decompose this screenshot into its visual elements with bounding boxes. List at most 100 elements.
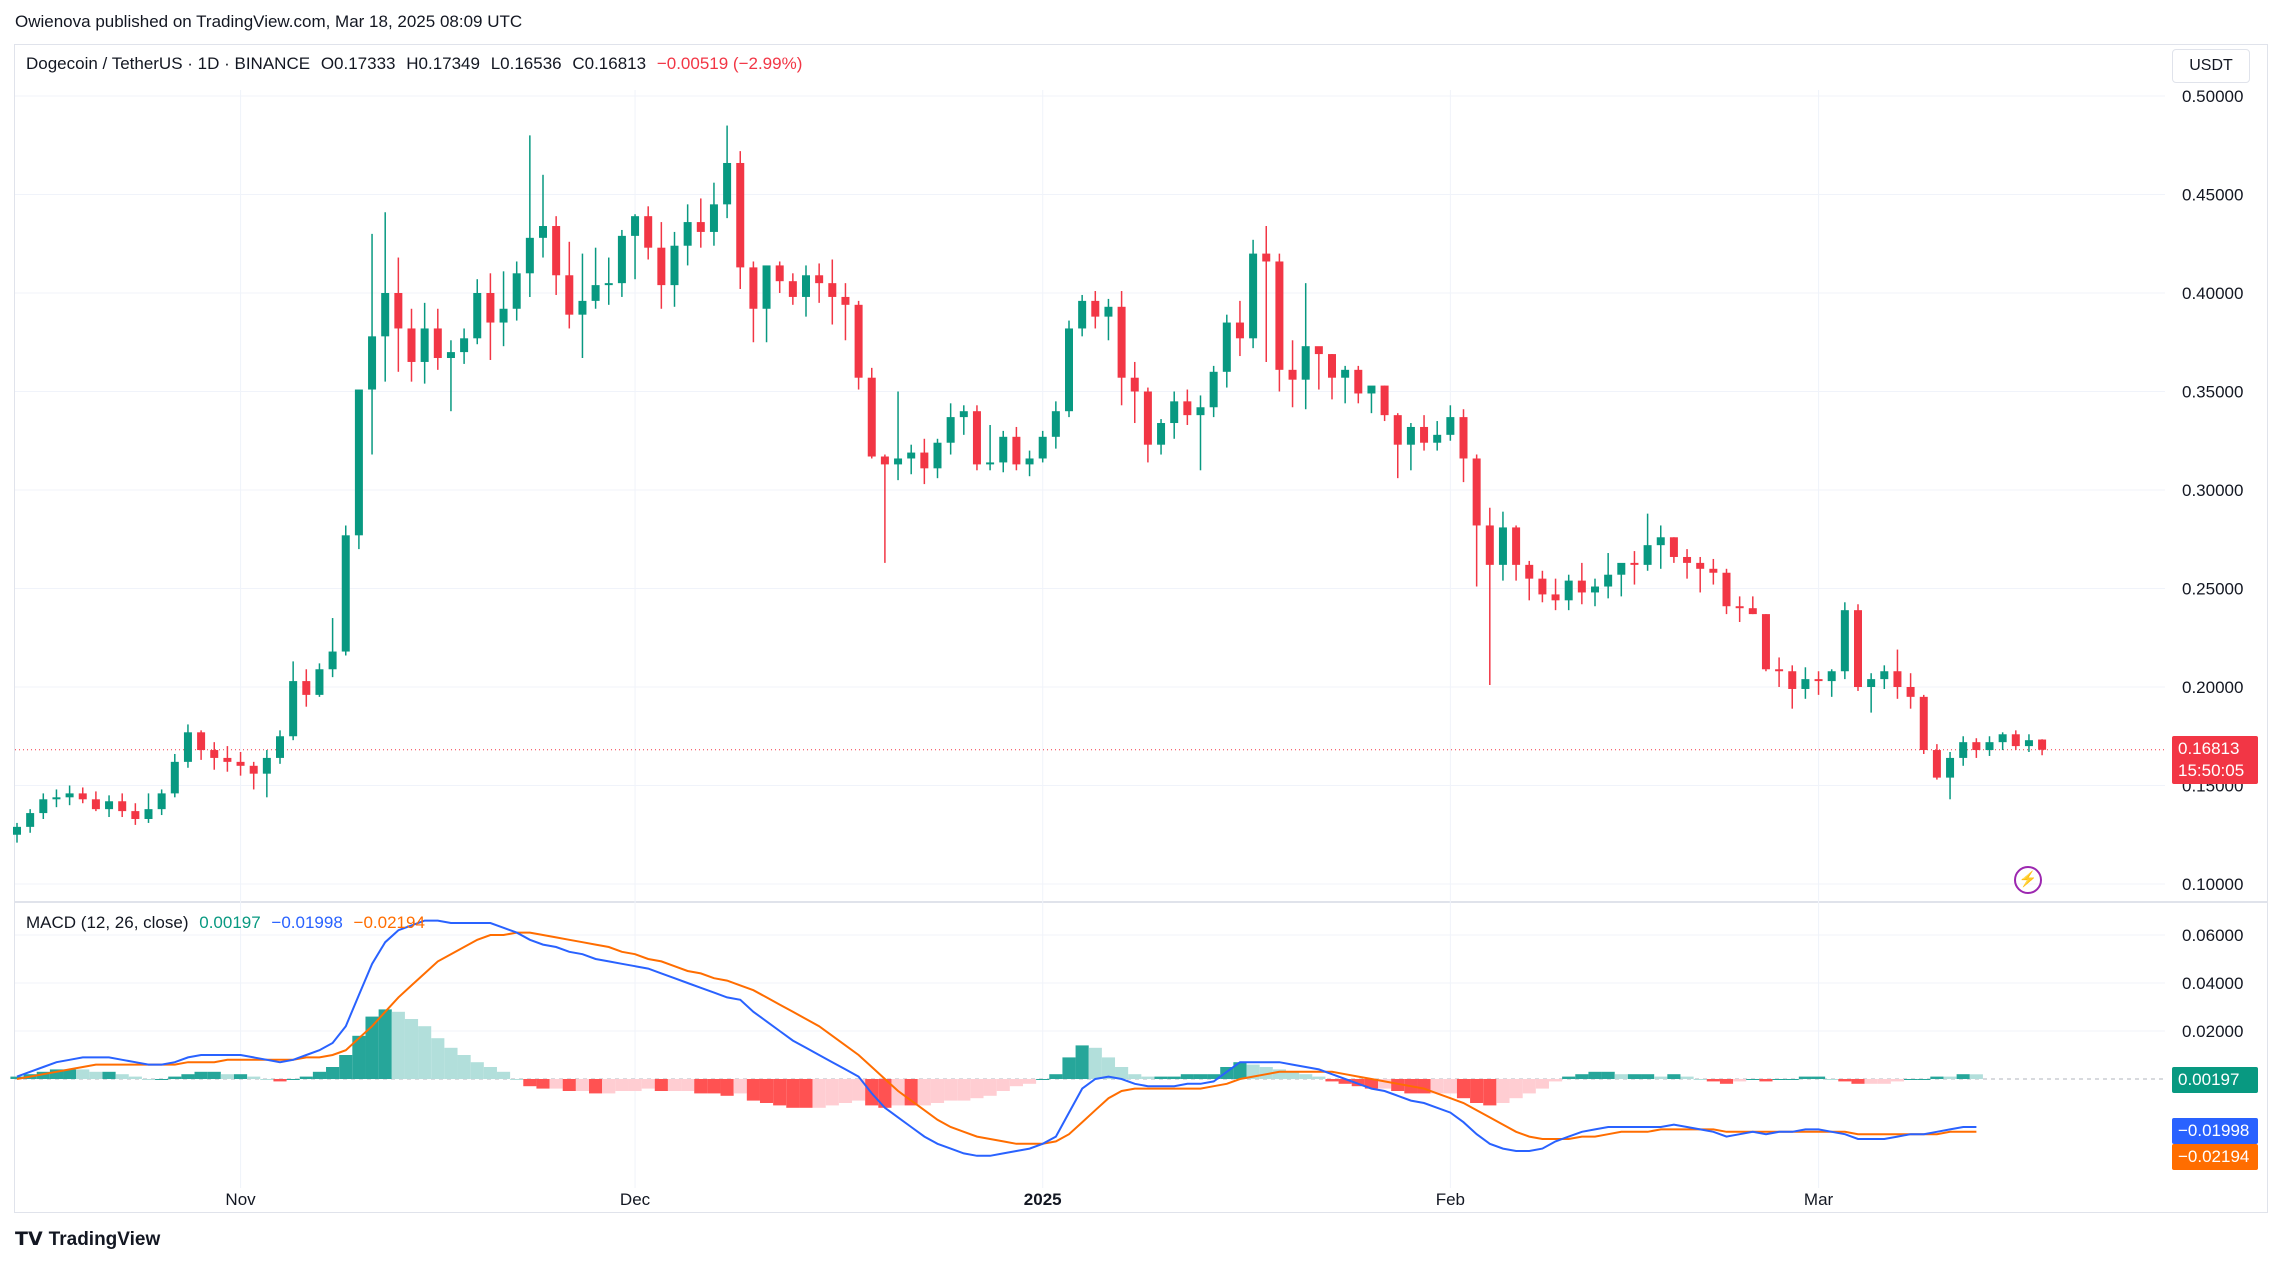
candle-body (709, 204, 718, 232)
macd-histogram-bar (496, 1071, 511, 1079)
candle-body (407, 328, 416, 362)
candle-body (907, 452, 916, 459)
macd-histogram-bar (1811, 1076, 1826, 1079)
time-axis-label: Nov (225, 1190, 256, 1209)
candle-body (131, 811, 140, 819)
candle-body (2011, 734, 2020, 747)
candle-body (1459, 417, 1468, 459)
candle-body (920, 452, 929, 469)
macd-histogram-bar (1575, 1074, 1589, 1079)
candle-body (1249, 253, 1258, 339)
last-price-value: 0.16813 (2178, 738, 2240, 758)
currency-button[interactable]: USDT (2172, 49, 2250, 83)
candle-body (1314, 346, 1323, 355)
candle-body (1288, 369, 1297, 380)
macd-histogram-bar (878, 1079, 892, 1108)
macd-histogram-bar (1391, 1079, 1405, 1091)
macd-histogram-bar (1509, 1079, 1523, 1099)
candle-body (999, 436, 1008, 463)
macd-histogram-bar (1088, 1047, 1102, 1079)
macd-histogram-bar (720, 1079, 734, 1096)
macd-histogram-bar (1456, 1079, 1471, 1099)
candle-body (1591, 586, 1599, 593)
candle-body (65, 793, 74, 798)
candle-body (236, 761, 245, 766)
symbol-legend[interactable]: Dogecoin / TetherUS · 1D · BINANCE O0.17… (26, 54, 808, 74)
macd-legend[interactable]: MACD (12, 26, close) 0.00197 −0.01998 −0… (26, 913, 431, 933)
macd-histogram-bar (1654, 1076, 1668, 1079)
macd-histogram-bar (1364, 1079, 1379, 1089)
macd-histogram-bar (799, 1079, 813, 1108)
macd-histogram-bar (89, 1071, 103, 1079)
candle-body (1498, 527, 1507, 565)
macd-histogram-bar (1943, 1076, 1957, 1079)
candle-body (1946, 757, 1955, 778)
macd-histogram-bar (654, 1079, 668, 1091)
candle-body (775, 265, 784, 282)
candle-body (144, 809, 153, 819)
candle-body (1840, 610, 1849, 672)
candle-body (1157, 423, 1166, 445)
candle-body (1788, 671, 1797, 689)
macd-histogram-bar (1548, 1079, 1563, 1082)
macd-histogram-bar (391, 1011, 405, 1079)
macd-histogram-bar (1917, 1079, 1931, 1080)
macd-histogram-bar (825, 1079, 839, 1106)
tradingview-logo[interactable]: 𝗧𝗩 TradingView (15, 1228, 160, 1251)
candle-body (1906, 687, 1915, 697)
macd-histogram-bar (536, 1079, 550, 1089)
macd-histogram-bar (838, 1079, 853, 1103)
candle-body (1656, 537, 1665, 546)
candle-body (1959, 742, 1968, 758)
macd-histogram-bar (615, 1079, 629, 1091)
candle-body (617, 235, 626, 284)
macd-histogram-bar (759, 1079, 774, 1103)
candle-body (1801, 679, 1810, 689)
candle-body (1893, 671, 1902, 687)
candle-body (1709, 568, 1718, 573)
macd-histogram-bar (1483, 1079, 1497, 1106)
candle-body (986, 462, 995, 465)
macd-histogram-bar (773, 1079, 787, 1106)
candle-body (1406, 426, 1415, 445)
candle-body (828, 283, 837, 297)
price-axis-label: 0.10000 (2182, 875, 2243, 894)
macd-histogram-bar (378, 1009, 392, 1079)
lightning-icon[interactable]: ⚡ (2014, 866, 2042, 894)
macd-histogram-bar (681, 1079, 695, 1091)
macd-legend-signal: −0.02194 (353, 913, 425, 932)
macd-histogram-bar (1588, 1071, 1602, 1079)
time-axis-label: 2025 (1024, 1190, 1062, 1209)
candle-body (1564, 580, 1573, 601)
macd-title[interactable]: MACD (12, 26, close) (26, 913, 189, 932)
macd-histogram-bar (418, 1026, 432, 1079)
candle-body (1091, 300, 1100, 317)
candle-body (1854, 610, 1862, 687)
candle-body (644, 216, 653, 248)
candle-body (670, 245, 679, 286)
candle-body (1985, 742, 1994, 751)
macd-histogram-bar (1614, 1074, 1628, 1079)
symbol-title[interactable]: Dogecoin / TetherUS · 1D · BINANCE (26, 54, 311, 73)
candle-body (1301, 346, 1310, 380)
candle-body (1551, 594, 1560, 601)
macd-histogram-bar (273, 1079, 287, 1082)
candle-body (854, 304, 863, 378)
candle-body (433, 328, 442, 359)
macd-histogram-bar (326, 1067, 340, 1079)
candle-body (1012, 436, 1021, 465)
macd-histogram-bar (194, 1071, 208, 1079)
candle-body (1328, 354, 1336, 378)
macd-histogram-bar (1904, 1079, 1918, 1080)
legend-close: C0.16813 (572, 54, 647, 73)
candle-body (223, 757, 232, 762)
macd-histogram-bar (1443, 1079, 1457, 1094)
candle-body (604, 283, 613, 286)
macd-histogram-bar (1233, 1062, 1247, 1079)
price-axis-label: 0.25000 (2182, 580, 2243, 599)
macd-histogram-bar (1325, 1079, 1339, 1082)
macd-histogram-bar (76, 1069, 90, 1079)
candle-body (1222, 322, 1231, 372)
price-axis-label: 0.45000 (2182, 186, 2243, 205)
